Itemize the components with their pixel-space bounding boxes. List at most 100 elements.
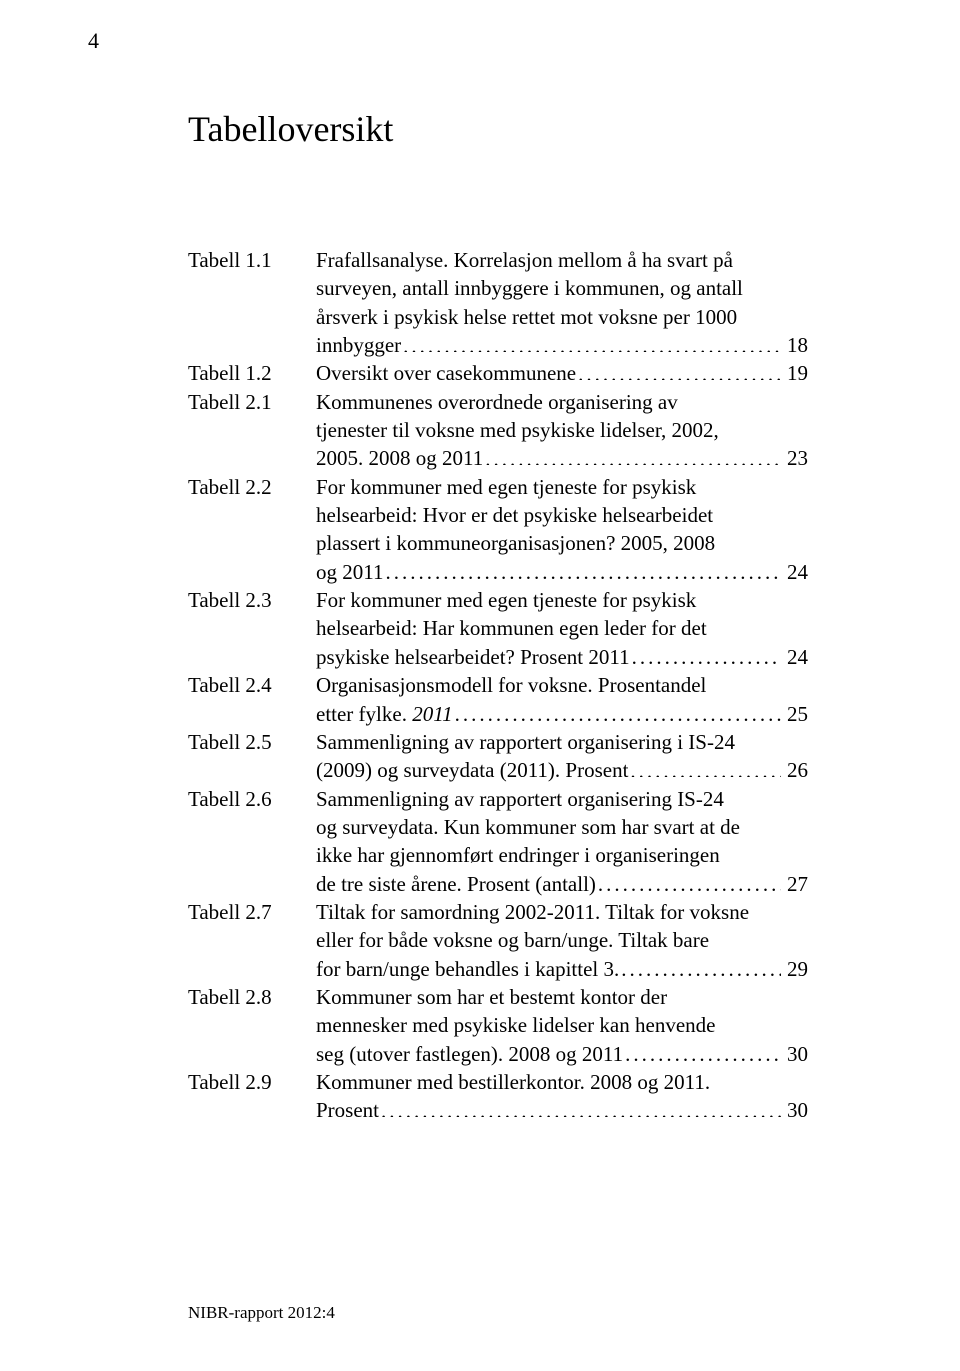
toc-tail-text: 2005. 2008 og 2011: [316, 444, 483, 472]
leader-dots: [632, 643, 781, 664]
toc-description: Sammenligning av rapportert organisering…: [316, 785, 808, 898]
toc-label: Tabell 1.1: [188, 246, 316, 274]
toc-page-number: 26: [783, 756, 808, 784]
toc-page-number: 18: [783, 331, 808, 359]
table-of-contents: Tabell 1.1Frafallsanalyse. Korrelasjon m…: [188, 246, 808, 1125]
toc-line: helsearbeid: Hvor er det psykiske helsea…: [316, 501, 808, 529]
toc-description: Sammenligning av rapportert organisering…: [316, 728, 808, 785]
toc-description: For kommuner med egen tjeneste for psyki…: [316, 473, 808, 586]
toc-last-line: psykiske helsearbeidet? Prosent 2011 24: [316, 643, 808, 671]
toc-entry: Tabell 2.6Sammenligning av rapportert or…: [188, 785, 808, 898]
leader-dots: [625, 1040, 781, 1061]
toc-line: Tiltak for samordning 2002-2011. Tiltak …: [316, 898, 808, 926]
toc-entry: Tabell 2.4Organisasjonsmodell for voksne…: [188, 671, 808, 728]
toc-last-line: 2005. 2008 og 2011 23: [316, 444, 808, 472]
toc-description: Kommuner med bestillerkontor. 2008 og 20…: [316, 1068, 808, 1125]
page-title: Tabelloversikt: [188, 108, 808, 150]
toc-entry: Tabell 2.3For kommuner med egen tjeneste…: [188, 586, 808, 671]
toc-description: Oversikt over casekommunene 19: [316, 359, 808, 387]
toc-description: Kommunenes overordnede organisering avtj…: [316, 388, 808, 473]
content-area: Tabelloversikt Tabell 1.1Frafallsanalyse…: [188, 108, 808, 1125]
toc-description: Organisasjonsmodell for voksne. Prosenta…: [316, 671, 808, 728]
toc-page-number: 24: [783, 643, 808, 671]
leader-dots: [403, 331, 781, 352]
toc-tail-text: seg (utover fastlegen). 2008 og 2011: [316, 1040, 623, 1068]
toc-tail-text: psykiske helsearbeidet? Prosent 2011: [316, 643, 630, 671]
leader-dots: [381, 1096, 781, 1117]
toc-line: Kommuner som har et bestemt kontor der: [316, 983, 808, 1011]
toc-entry: Tabell 2.2For kommuner med egen tjeneste…: [188, 473, 808, 586]
toc-page-number: 23: [783, 444, 808, 472]
footer-report-id: NIBR-rapport 2012:4: [188, 1303, 335, 1323]
toc-last-line: Prosent 30: [316, 1096, 808, 1124]
toc-label: Tabell 2.4: [188, 671, 316, 699]
toc-line: og surveydata. Kun kommuner som har svar…: [316, 813, 808, 841]
leader-dots: [621, 955, 781, 976]
toc-page-number: 19: [783, 359, 808, 387]
toc-last-line: de tre siste årene. Prosent (antall) 27: [316, 870, 808, 898]
toc-label: Tabell 1.2: [188, 359, 316, 387]
toc-line: plassert i kommuneorganisasjonen? 2005, …: [316, 529, 808, 557]
toc-tail-text: og 2011: [316, 558, 383, 586]
toc-line: Kommuner med bestillerkontor. 2008 og 20…: [316, 1068, 808, 1096]
toc-tail-text: Oversikt over casekommunene: [316, 359, 576, 387]
toc-label: Tabell 2.9: [188, 1068, 316, 1096]
toc-tail-text: Prosent: [316, 1096, 379, 1124]
toc-line: Organisasjonsmodell for voksne. Prosenta…: [316, 671, 808, 699]
toc-tail-text: innbygger: [316, 331, 401, 359]
toc-entry: Tabell 2.7Tiltak for samordning 2002-201…: [188, 898, 808, 983]
toc-entry: Tabell 2.9Kommuner med bestillerkontor. …: [188, 1068, 808, 1125]
toc-line: helsearbeid: Har kommunen egen leder for…: [316, 614, 808, 642]
toc-line: Sammenligning av rapportert organisering…: [316, 785, 808, 813]
leader-dots: [630, 756, 781, 777]
toc-label: Tabell 2.8: [188, 983, 316, 1011]
toc-line: ikke har gjennomført endringer i organis…: [316, 841, 808, 869]
toc-line: For kommuner med egen tjeneste for psyki…: [316, 586, 808, 614]
toc-label: Tabell 2.5: [188, 728, 316, 756]
toc-page-number: 27: [783, 870, 808, 898]
page-number: 4: [88, 28, 99, 54]
toc-line: mennesker med psykiske lidelser kan henv…: [316, 1011, 808, 1039]
toc-page-number: 25: [783, 700, 808, 728]
toc-line: Frafallsanalyse. Korrelasjon mellom å ha…: [316, 246, 808, 274]
toc-last-line: Oversikt over casekommunene 19: [316, 359, 808, 387]
toc-tail-text: etter fylke. 2011: [316, 700, 453, 728]
toc-label: Tabell 2.1: [188, 388, 316, 416]
toc-line: For kommuner med egen tjeneste for psyki…: [316, 473, 808, 501]
toc-entry: Tabell 2.5Sammenligning av rapportert or…: [188, 728, 808, 785]
toc-tail-text: for barn/unge behandles i kapittel 3.: [316, 955, 619, 983]
toc-entry: Tabell 1.1Frafallsanalyse. Korrelasjon m…: [188, 246, 808, 359]
toc-tail-text: (2009) og surveydata (2011). Prosent: [316, 756, 628, 784]
toc-tail-text: de tre siste årene. Prosent (antall): [316, 870, 596, 898]
toc-page-number: 24: [783, 558, 808, 586]
toc-line: årsverk i psykisk helse rettet mot voksn…: [316, 303, 808, 331]
toc-last-line: (2009) og surveydata (2011). Prosent 26: [316, 756, 808, 784]
toc-entry: Tabell 1.2Oversikt over casekommunene 19: [188, 359, 808, 387]
toc-line: Kommunenes overordnede organisering av: [316, 388, 808, 416]
toc-line: surveyen, antall innbyggere i kommunen, …: [316, 274, 808, 302]
toc-entry: Tabell 2.1Kommunenes overordnede organis…: [188, 388, 808, 473]
leader-dots: [598, 870, 781, 891]
toc-label: Tabell 2.2: [188, 473, 316, 501]
toc-description: For kommuner med egen tjeneste for psyki…: [316, 586, 808, 671]
leader-dots: [578, 359, 781, 380]
toc-label: Tabell 2.3: [188, 586, 316, 614]
toc-page-number: 29: [783, 955, 808, 983]
toc-label: Tabell 2.6: [188, 785, 316, 813]
leader-dots: [385, 558, 781, 579]
toc-description: Frafallsanalyse. Korrelasjon mellom å ha…: [316, 246, 808, 359]
toc-last-line: etter fylke. 2011 25: [316, 700, 808, 728]
toc-page-number: 30: [783, 1096, 808, 1124]
toc-line: tjenester til voksne med psykiske lidels…: [316, 416, 808, 444]
toc-last-line: og 2011 24: [316, 558, 808, 586]
toc-line: Sammenligning av rapportert organisering…: [316, 728, 808, 756]
toc-last-line: innbygger 18: [316, 331, 808, 359]
toc-page-number: 30: [783, 1040, 808, 1068]
toc-label: Tabell 2.7: [188, 898, 316, 926]
toc-description: Tiltak for samordning 2002-2011. Tiltak …: [316, 898, 808, 983]
toc-line: eller for både voksne og barn/unge. Tilt…: [316, 926, 808, 954]
leader-dots: [485, 444, 781, 465]
leader-dots: [455, 700, 781, 721]
toc-last-line: seg (utover fastlegen). 2008 og 2011 30: [316, 1040, 808, 1068]
toc-last-line: for barn/unge behandles i kapittel 3. 29: [316, 955, 808, 983]
